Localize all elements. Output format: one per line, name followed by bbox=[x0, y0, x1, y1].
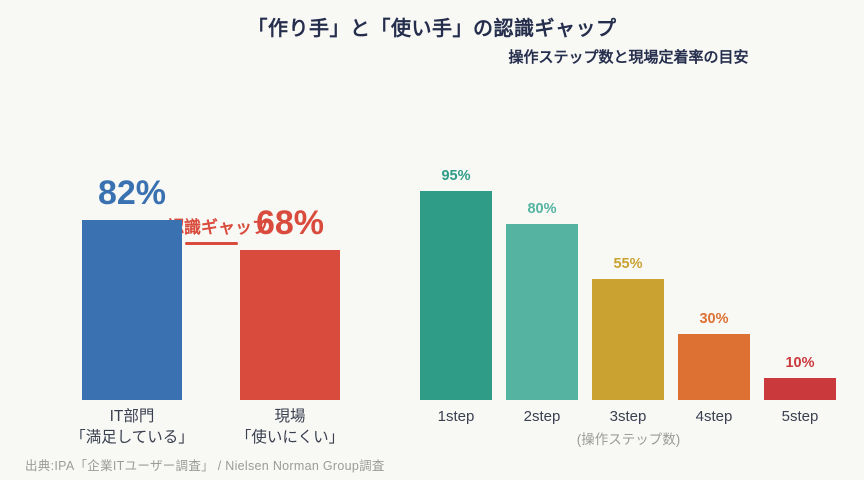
bar bbox=[82, 220, 182, 400]
bar-category-label: IT部門 「満足している」 bbox=[70, 408, 194, 446]
bar bbox=[420, 191, 492, 400]
step-chart-x-axis-label: (操作ステップ数) bbox=[576, 432, 681, 447]
bar-category-label: 4step bbox=[695, 408, 733, 425]
bar-value-label: 68% bbox=[255, 203, 325, 242]
bar-category-label: 2step bbox=[523, 408, 561, 425]
bar-value-label: 80% bbox=[527, 201, 557, 218]
bar bbox=[678, 334, 750, 400]
gap-annotation-label: 認識ギャップ bbox=[167, 218, 269, 237]
bar bbox=[506, 224, 578, 400]
bar-value-label: 30% bbox=[699, 311, 729, 328]
step-chart-subtitle: 操作ステップ数と現場定着率の目安 bbox=[508, 49, 749, 66]
bar-value-label: 55% bbox=[613, 256, 643, 273]
bar bbox=[592, 279, 664, 400]
bar-value-label: 82% bbox=[97, 173, 167, 212]
gap-annotation-dash bbox=[185, 242, 238, 245]
bar-value-label: 95% bbox=[441, 168, 471, 185]
bar-value-label: 10% bbox=[785, 355, 815, 372]
bar-category-label: 3step bbox=[609, 408, 647, 425]
step-retention-bar-chart: 95% 1step 80% 2step 55% 3step 30% 4step 10% 5step bbox=[420, 0, 840, 480]
page-title: 「作り手」と「使い手」の認識ギャップ bbox=[247, 18, 617, 40]
source-note: 出典:IPA「企業ITユーザー調査」 / Nielsen Norman Grou… bbox=[25, 459, 385, 473]
perception-gap-bar-chart: 認識ギャップ 82% IT部門 「満足している」 68% 現場 「使いにくい」 bbox=[70, 0, 382, 480]
bar bbox=[240, 250, 340, 400]
bar-category-label: 1step bbox=[437, 408, 475, 425]
bar-category-label: 現場 「使いにくい」 bbox=[235, 408, 345, 446]
bar bbox=[764, 378, 836, 400]
bar-category-label: 5step bbox=[781, 408, 819, 425]
